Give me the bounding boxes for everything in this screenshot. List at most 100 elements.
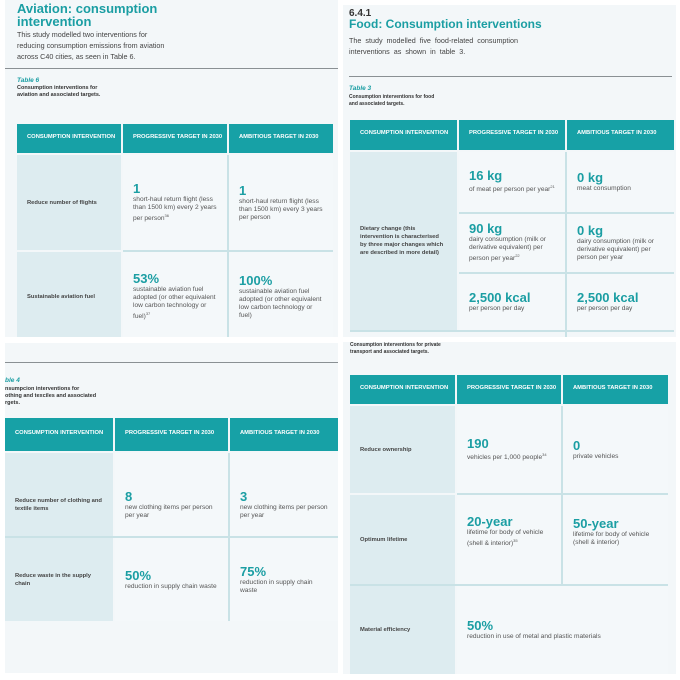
header-ambitious: AMBITIOUS TARGET IN 2030 xyxy=(229,124,333,153)
table-caption: nsumpcion interventions for othing and te… xyxy=(5,386,96,407)
target-value: 0 kg xyxy=(577,223,604,238)
ambitious-cell: 0 kg dairy consumption (milk or derivativ… xyxy=(567,214,674,272)
target-desc: lifetime for body of vehicle (shell & in… xyxy=(573,530,650,546)
divider xyxy=(349,76,672,77)
target-desc: reduction in use of metal and plastic ma… xyxy=(467,633,601,640)
progressive-cell: 2,500 kcal per person per day xyxy=(459,274,565,330)
target-value: 100% xyxy=(239,273,273,288)
target-value: 20-year xyxy=(467,513,513,529)
row-divider xyxy=(457,493,668,495)
row-label: Reduce ownership xyxy=(350,406,455,493)
header-ambitious: AMBITIOUS TARGET IN 2030 xyxy=(563,375,668,404)
target-desc: new clothing items per person per year xyxy=(125,503,213,519)
title-line: Aviation: consumption xyxy=(17,1,158,16)
target-desc: new clothing items per person per year xyxy=(240,503,328,519)
desc-text: of meat per person per year xyxy=(469,186,551,194)
target-desc: sustainable aviation fuel adopted (or ot… xyxy=(133,286,217,321)
intro-line: This study modelled two interventions fo… xyxy=(17,30,148,39)
food-intro: The study modelled five food-related con… xyxy=(349,35,518,57)
header-ambitious: AMBITIOUS TARGET IN 2030 xyxy=(230,418,338,451)
intro-line: interventions as shown in table 3. xyxy=(349,47,466,56)
desc-text: short-haul return flight (less than 1500… xyxy=(133,195,217,223)
caption-line: Consumption interventions for xyxy=(17,85,98,91)
food-panel: 6.4.1 Food: Consumption interventions Th… xyxy=(343,5,676,337)
progressive-cell: 190 vehicles per 1,000 people34 xyxy=(457,406,561,493)
header-progressive: PROGRESSIVE TARGET IN 2030 xyxy=(457,375,561,404)
target-desc: dairy consumption (milk or derivative eq… xyxy=(577,238,654,261)
progressive-cell: 50% reduction in supply chain waste xyxy=(115,538,228,621)
ambitious-cell: 100% sustainable aviation fuel adopted (o… xyxy=(229,252,333,337)
row-divider xyxy=(459,272,674,274)
footnote: 34 xyxy=(542,451,547,457)
header-intervention: CONSUMPTION INTERVENTION xyxy=(5,418,113,451)
target-value: 2,500 kcal xyxy=(577,290,639,305)
target-desc: short-haul return flight (less than 1500… xyxy=(239,197,323,221)
desc-text: dairy consumption (milk or derivative eq… xyxy=(469,236,546,263)
target-value: 0 kg xyxy=(577,170,604,185)
target-desc: sustainable aviation fuel adopted (or ot… xyxy=(239,288,322,319)
header-intervention: CONSUMPTION INTERVENTION xyxy=(17,124,121,153)
target-value: 50% xyxy=(125,567,152,583)
column-divider xyxy=(565,152,567,337)
caption-line: Consumption interventions for private xyxy=(350,342,441,348)
progressive-cell: 90 kg dairy consumption (milk or derivati… xyxy=(459,214,565,272)
row-label: Reduce number of clothing and textile it… xyxy=(5,453,113,536)
footnote: 21 xyxy=(550,184,555,190)
ambitious-cell: 0 private vehicles xyxy=(563,406,668,493)
target-value: 16 kg xyxy=(469,168,503,184)
target-value: 1 xyxy=(133,180,141,196)
caption-line: othing and texciles and associated xyxy=(5,393,97,399)
combined-cell: 50% reduction in use of metal and plastic… xyxy=(457,586,668,674)
intro-line: The study modelled five food-related con… xyxy=(349,36,519,45)
column-divider xyxy=(561,406,563,584)
caption-line: transport and associated targets. xyxy=(350,349,429,355)
header-intervention: CONSUMPTION INTERVENTION xyxy=(350,375,455,404)
caption-line: Consumption interventions for food xyxy=(349,94,435,100)
progressive-cell: 8 new clothing items per person per year xyxy=(115,453,228,536)
column-divider xyxy=(227,155,229,337)
target-value: 190 xyxy=(467,435,489,451)
ambitious-cell: 2,500 kcal per person per day xyxy=(567,274,674,330)
target-desc: per person per day xyxy=(469,305,525,312)
target-value: 8 xyxy=(125,488,133,504)
target-value: 53% xyxy=(133,271,160,287)
row-label: Reduce number of flights xyxy=(17,155,121,250)
target-desc: meat consumption xyxy=(577,185,631,192)
table-label: Table 6 xyxy=(17,77,40,84)
header-ambitious: AMBITIOUS TARGET IN 2030 xyxy=(567,120,674,150)
ambitious-cell: 3 new clothing items per person per year xyxy=(230,453,338,536)
target-desc: reduction in supply chain waste xyxy=(240,578,313,594)
desc-text: lifetime for body of vehicle (shell & in… xyxy=(467,528,544,548)
table-label: ble 4 xyxy=(5,377,20,384)
row-divider xyxy=(350,330,674,332)
caption-line: nsumpcion interventions for xyxy=(5,386,80,392)
target-value: 75% xyxy=(240,563,267,579)
section-number: 6.4.1 xyxy=(349,8,372,19)
ambitious-cell: 50-year lifetime for body of vehicle (she… xyxy=(563,495,668,584)
target-desc: reduction in supply chain waste xyxy=(125,582,217,590)
row-divider xyxy=(350,584,668,586)
target-value: 2,500 kcal xyxy=(469,290,531,305)
row-divider xyxy=(123,250,333,252)
target-value: 0 xyxy=(573,437,581,453)
aviation-panel: Aviation: consumption intervention This s… xyxy=(5,0,338,337)
divider xyxy=(5,362,338,363)
ambitious-cell: 75% reduction in supply chain waste xyxy=(230,538,338,621)
desc-text: sustainable aviation fuel adopted (or ot… xyxy=(133,286,216,321)
row-label: Dietary change (this intervention is cha… xyxy=(350,152,457,330)
target-desc: of meat per person per year21 xyxy=(469,183,555,194)
table-caption: Consumption interventions for aviation an… xyxy=(17,85,100,99)
aviation-intro: This study modelled two interventions fo… xyxy=(17,29,164,62)
row-label: Reduce waste in the supply chain xyxy=(5,538,113,621)
table-caption: Consumption interventions for private tra… xyxy=(350,342,441,356)
progressive-cell: 16 kg of meat per person per year21 xyxy=(459,152,565,212)
target-value: 50% xyxy=(467,618,494,633)
target-desc: short-haul return flight (less than 1500… xyxy=(133,196,217,223)
footnote: 22 xyxy=(515,253,520,259)
target-desc: vehicles per 1,000 people34 xyxy=(467,451,551,462)
footnote: 36 xyxy=(164,212,169,218)
divider xyxy=(5,68,338,69)
aviation-title: Aviation: consumption intervention xyxy=(17,2,157,28)
target-desc: lifetime for body of vehicle (shell & in… xyxy=(467,529,551,548)
target-desc: per person per day xyxy=(577,305,633,312)
